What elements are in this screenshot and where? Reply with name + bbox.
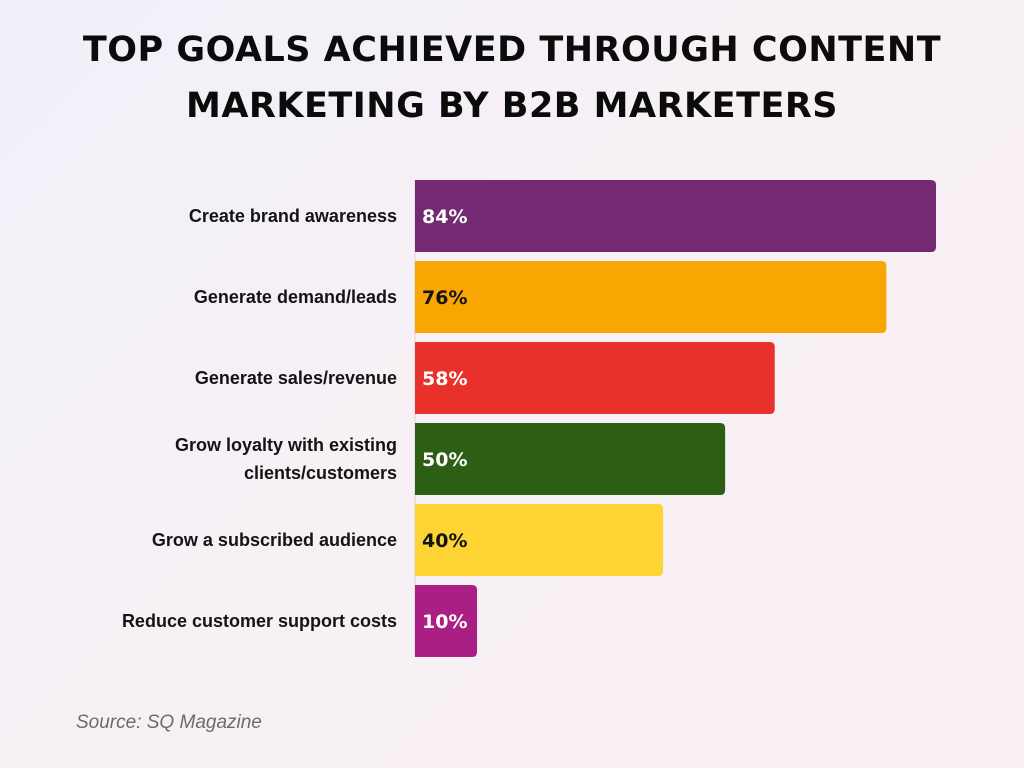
bar-value-label-6: 10% (422, 611, 467, 633)
category-label-5: Grow a subscribed audience (152, 530, 397, 550)
chart-title: TOP GOALS ACHIEVED THROUGH CONTENT MARKE… (0, 22, 1024, 134)
bar-1 (415, 180, 936, 252)
category-label-4: Grow loyalty with existing clients/custom… (175, 435, 397, 483)
bar-5 (415, 504, 664, 576)
category-label-3: Generate sales/revenue (195, 368, 397, 388)
bar-value-label-5: 40% (422, 530, 467, 552)
chart-title-line-2: MARKETING BY B2B MARKETERS (185, 86, 839, 126)
source-note: Source: SQ Magazine (76, 712, 262, 733)
category-label-2: Generate demand/leads (194, 287, 397, 307)
category-label-6: Reduce customer support costs (122, 611, 397, 631)
bar-6 (415, 585, 478, 657)
bar-value-label-1: 84% (422, 206, 467, 228)
bar-3 (415, 342, 775, 414)
category-label-5-line-1: Grow a subscribed audience (152, 530, 397, 550)
category-label-2-line-1: Generate demand/leads (194, 287, 397, 307)
bar-value-label-3: 58% (422, 368, 467, 390)
bar-4 (415, 423, 726, 495)
category-label-4-line-2: clients/customers (244, 463, 397, 483)
bar-value-label-2: 76% (422, 287, 467, 309)
chart-title-line-1: TOP GOALS ACHIEVED THROUGH CONTENT (82, 30, 942, 70)
bar-value-label-4: 50% (422, 449, 467, 471)
category-label-4-line-1: Grow loyalty with existing (175, 435, 397, 455)
category-label-6-line-1: Reduce customer support costs (122, 611, 397, 631)
category-label-1-line-1: Create brand awareness (189, 206, 397, 226)
bar-2 (415, 261, 887, 333)
category-label-1: Create brand awareness (189, 206, 397, 226)
category-label-3-line-1: Generate sales/revenue (195, 368, 397, 388)
